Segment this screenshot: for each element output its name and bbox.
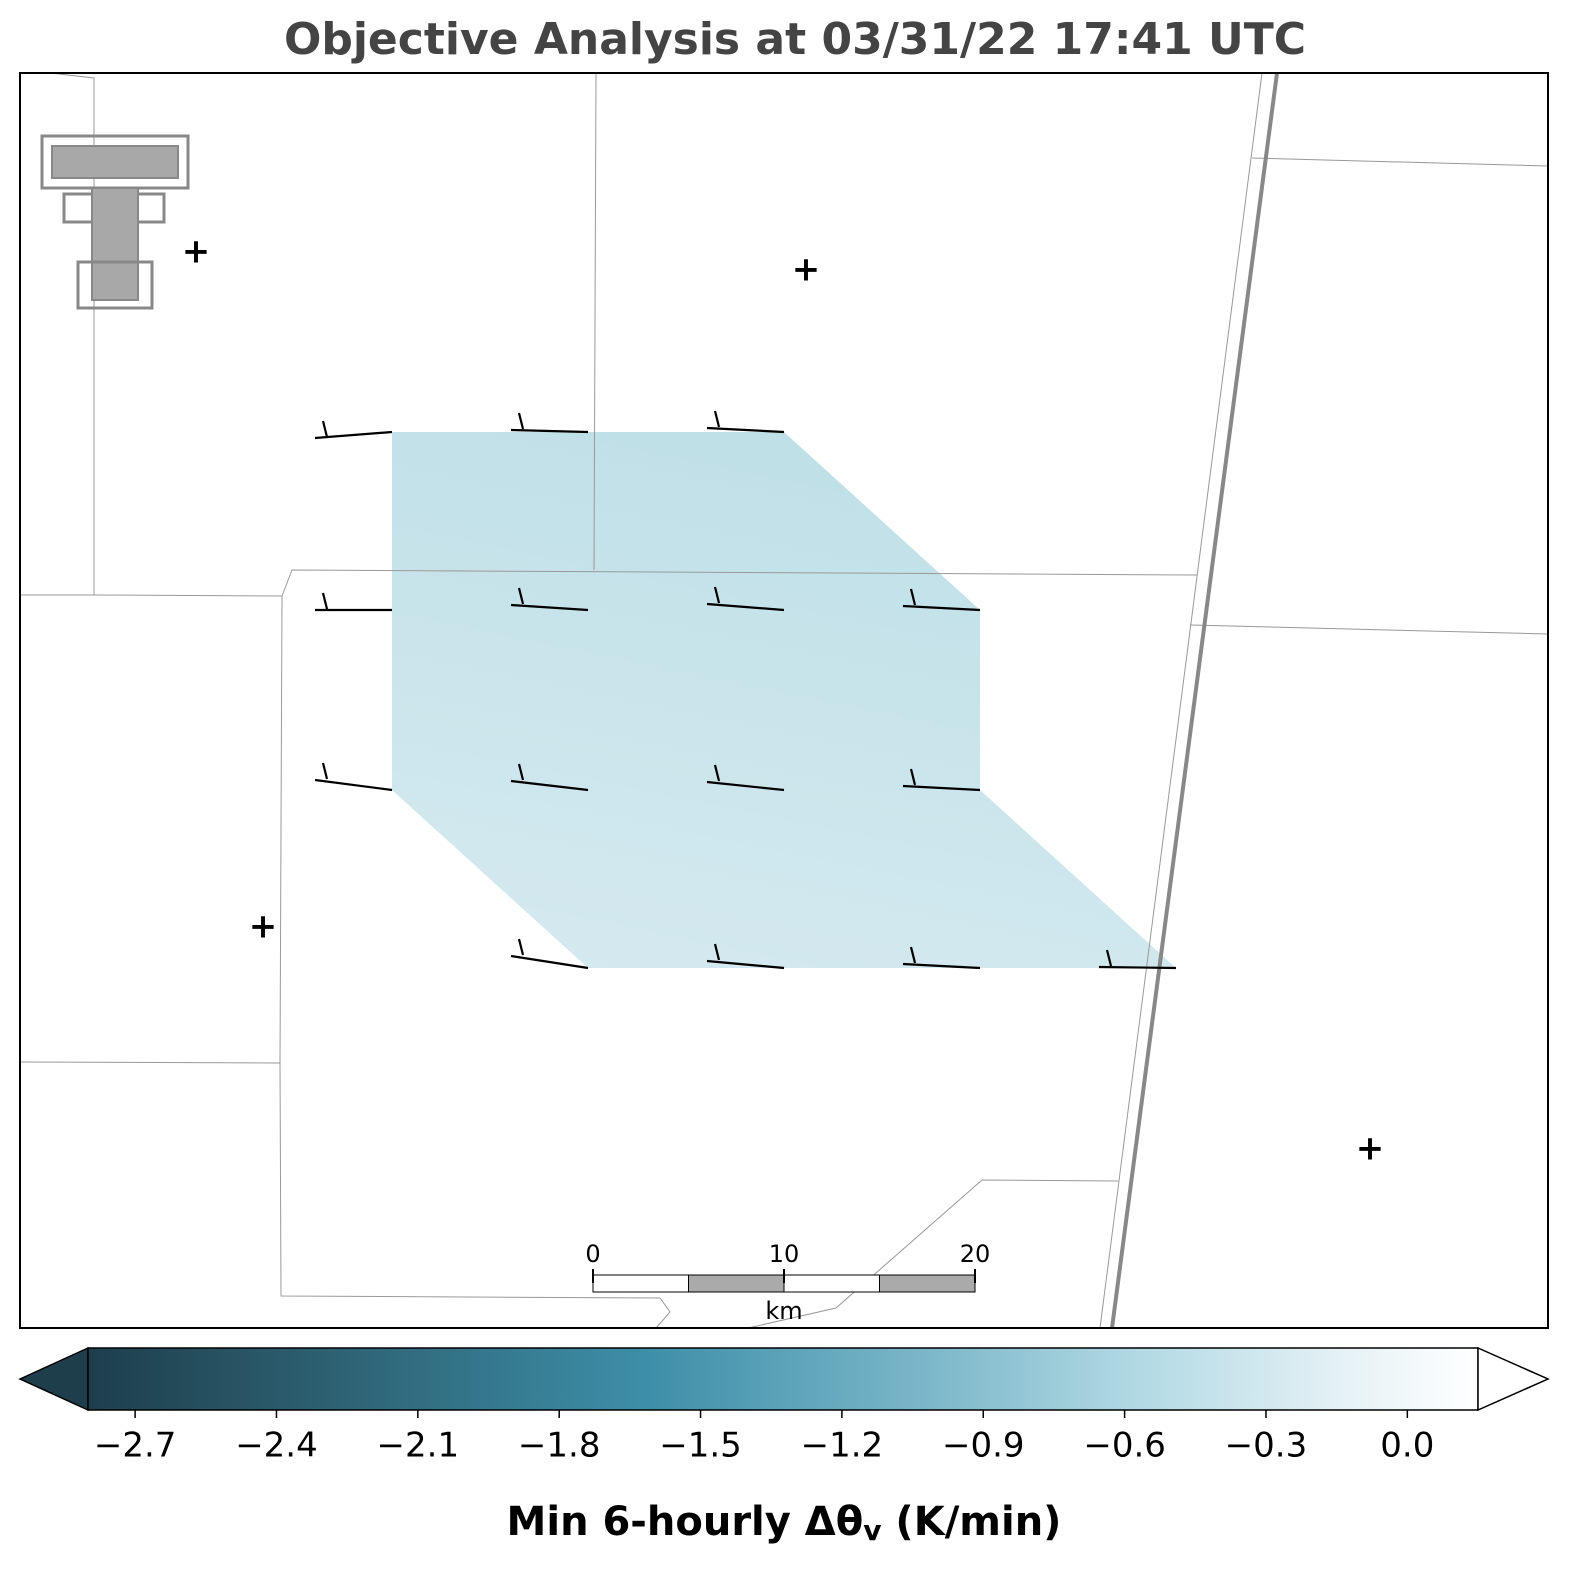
logo bbox=[40, 134, 190, 310]
colorbar-label-sub: v bbox=[863, 1514, 881, 1547]
scale-tick-label: 20 bbox=[960, 1240, 991, 1268]
wind-barb bbox=[706, 410, 785, 434]
colorbar-tick-label: 0.0 bbox=[1380, 1426, 1434, 1466]
colorbar-label-unit: (K/min) bbox=[881, 1499, 1061, 1545]
colorbar: Min 6-hourly Δθv (K/min) −2.7 −2.4 −2.1 −1.… bbox=[18, 1346, 1550, 1547]
wind-barb bbox=[314, 420, 393, 440]
colorbar-tick-label: −2.7 bbox=[94, 1426, 177, 1466]
scale-segment bbox=[592, 1274, 689, 1293]
colorbar-tick-label: −0.9 bbox=[942, 1426, 1025, 1466]
wind-barb bbox=[315, 592, 392, 612]
wind-barb bbox=[510, 412, 589, 434]
wind-barb bbox=[510, 587, 589, 612]
scale-segment bbox=[783, 1274, 880, 1293]
map-frame bbox=[19, 72, 1549, 1329]
colorbar-tick-label: −1.8 bbox=[518, 1426, 601, 1466]
colorbar-label-main: Min 6-hourly Δθ bbox=[507, 1499, 864, 1545]
colorbar-extend-high bbox=[1477, 1346, 1550, 1412]
station-marker: + bbox=[792, 250, 821, 290]
colorbar-tick-label: −1.2 bbox=[801, 1426, 884, 1466]
scale-bar: km 0 10 20 bbox=[585, 1240, 990, 1325]
wind-barb bbox=[706, 764, 785, 792]
station-marker: + bbox=[182, 232, 211, 272]
scale-tick-label: 0 bbox=[585, 1240, 600, 1268]
wind-barb bbox=[1098, 949, 1177, 970]
wind-barb bbox=[510, 763, 589, 792]
scale-segment bbox=[688, 1274, 785, 1293]
map: + + + + bbox=[19, 72, 1549, 1329]
colorbar-label: Min 6-hourly Δθv (K/min) bbox=[507, 1499, 1062, 1547]
colorbar-tick-label: −2.1 bbox=[377, 1426, 460, 1466]
colorbar-tick-label: −0.3 bbox=[1225, 1426, 1308, 1466]
wind-barb bbox=[510, 938, 589, 970]
scale-unit: km bbox=[765, 1297, 802, 1325]
wind-barb bbox=[314, 762, 393, 792]
colorbar-tick-label: −0.6 bbox=[1083, 1426, 1166, 1466]
wind-barb bbox=[706, 943, 785, 970]
scale-tick-label: 10 bbox=[769, 1240, 800, 1268]
wind-barb bbox=[902, 768, 981, 792]
station-markers: + + + + bbox=[182, 232, 1385, 1169]
title: Objective Analysis at 03/31/22 17:41 UTC bbox=[284, 14, 1306, 65]
scale-segment bbox=[879, 1274, 976, 1293]
station-marker: + bbox=[249, 907, 278, 947]
county-lines bbox=[19, 72, 1549, 1329]
colorbar-ramp bbox=[87, 1347, 1479, 1411]
wind-barbs bbox=[314, 410, 1177, 970]
wind-barb bbox=[706, 586, 785, 612]
colorbar-extend-low bbox=[18, 1346, 89, 1412]
wind-barb bbox=[902, 588, 981, 612]
colorbar-tick-label: −1.5 bbox=[659, 1426, 742, 1466]
station-marker: + bbox=[1356, 1129, 1385, 1169]
colorbar-tick-label: −2.4 bbox=[235, 1426, 318, 1466]
wind-barb bbox=[902, 946, 981, 970]
state-border bbox=[1110, 72, 1279, 1329]
analysis-field bbox=[392, 432, 1176, 968]
